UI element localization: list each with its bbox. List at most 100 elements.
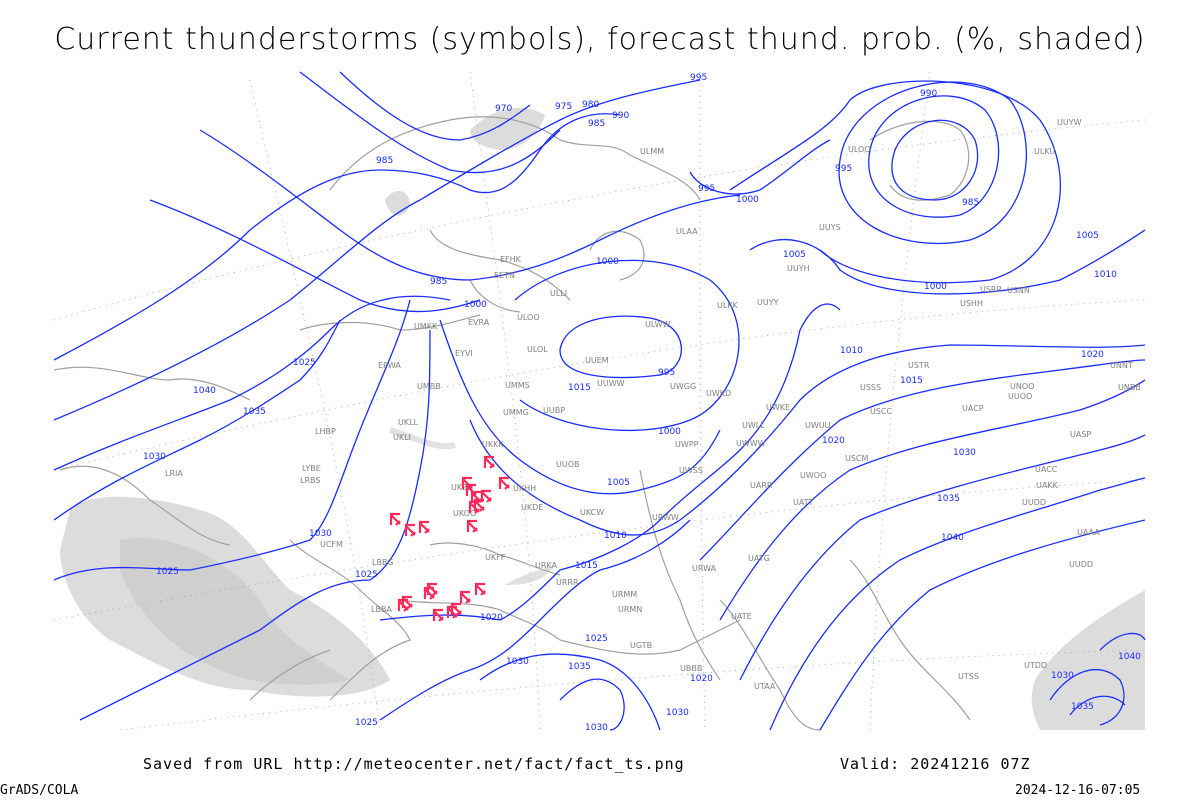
isobar-label: 1040 xyxy=(193,386,216,396)
isobar-label: 995 xyxy=(690,73,707,83)
isobar-label: 1040 xyxy=(941,533,964,543)
isobar-label: 1030 xyxy=(143,452,166,462)
station-label: UWUU xyxy=(805,421,831,430)
isobar-label: 1030 xyxy=(585,723,608,733)
station-label: UCFM xyxy=(320,540,343,549)
station-label: UATG xyxy=(748,554,770,563)
station-label: URMN xyxy=(618,605,642,614)
thunderstorm-symbols xyxy=(389,455,510,622)
isobar-label: 1040 xyxy=(1118,652,1141,662)
station-label: UKLL xyxy=(398,418,419,427)
station-label: UKOO xyxy=(453,509,476,518)
station-label: UNBB xyxy=(1118,383,1141,392)
thunderstorm-symbol-icon xyxy=(404,523,416,537)
station-label: USHH xyxy=(960,299,983,308)
isobar-label: 1035 xyxy=(568,662,591,672)
station-label: UUYS xyxy=(819,223,841,232)
isobar-label: 1015 xyxy=(900,376,923,386)
station-label: UWKE xyxy=(766,403,790,412)
isobar-label: 1000 xyxy=(924,282,947,292)
station-label: UMKK xyxy=(414,322,438,331)
station-label: LHBP xyxy=(315,427,336,436)
valid-time: Valid: 20241216 07Z xyxy=(840,755,1031,773)
station-label: UWWW xyxy=(736,439,766,448)
isobar-label: 985 xyxy=(376,156,393,166)
station-label: UKCW xyxy=(580,508,604,517)
isobar-labels: 970 975 980 985 990 995 985 995 1000 995 990 985 100… xyxy=(143,73,1141,733)
station-label: ULOL xyxy=(527,345,548,354)
isobar-label: 985 xyxy=(962,198,979,208)
isobar-label: 970 xyxy=(495,104,512,114)
station-label: LYBE xyxy=(302,464,321,473)
station-label: ULKK xyxy=(717,301,739,310)
thunderstorm-symbol-icon xyxy=(480,489,492,503)
isobar-label: 1000 xyxy=(596,257,619,267)
isobar-label: 990 xyxy=(920,89,937,99)
station-label: EETN xyxy=(494,271,515,280)
station-label: UNNT xyxy=(1110,361,1133,370)
isobar-label: 985 xyxy=(588,119,605,129)
station-label: USSS xyxy=(860,383,881,392)
station-labels: ULMM ULOO ULAA EFHK EETN ULLI EVRA ULOO ULOL UUEM… xyxy=(165,118,1141,691)
thunderstorm-symbol-icon xyxy=(459,590,471,604)
station-label: UUYH xyxy=(787,264,810,273)
isobar-label: 1020 xyxy=(1081,350,1104,360)
station-label: UUDD xyxy=(1022,498,1046,507)
thunderstorm-symbol-icon xyxy=(474,582,486,596)
isobar-label: 1000 xyxy=(464,300,487,310)
station-label: UUDD xyxy=(1069,560,1093,569)
isobar-label: 1035 xyxy=(937,494,960,504)
station-label: UAKK xyxy=(1036,481,1059,490)
isobar-label: 1010 xyxy=(604,531,627,541)
station-label: UWGG xyxy=(670,382,696,391)
isobar-label: 1025 xyxy=(355,718,378,728)
station-label: UUEM xyxy=(585,356,609,365)
station-label: UWLL xyxy=(742,421,765,430)
station-label: UATE xyxy=(731,612,752,621)
station-label: EYVI xyxy=(455,349,473,358)
station-label: EPWA xyxy=(378,361,401,370)
station-label: UMMS xyxy=(505,381,530,390)
station-label: UACC xyxy=(1035,465,1058,474)
station-label: UWKD xyxy=(706,389,731,398)
station-label: UUOO xyxy=(1008,392,1032,401)
thunderstorm-symbol-icon xyxy=(389,512,401,526)
station-label: USCC xyxy=(870,407,893,416)
isobar-label: 1005 xyxy=(1076,231,1099,241)
station-label: UBBB xyxy=(680,664,702,673)
station-label: UTDD xyxy=(1024,661,1047,670)
station-label: UNOO xyxy=(1010,382,1034,391)
station-label: UKKK xyxy=(482,440,504,449)
isobar-label: 1030 xyxy=(666,708,689,718)
generation-timestamp: 2024-12-16-07:05 xyxy=(1015,783,1141,798)
isobar-label: 1030 xyxy=(506,657,529,667)
station-label: UUWW xyxy=(597,379,625,388)
station-label: URKA xyxy=(535,561,558,570)
isobar-label: 1015 xyxy=(575,561,598,571)
station-label: USNN xyxy=(1007,286,1030,295)
station-label: UUBP xyxy=(543,406,565,415)
station-label: ULMM xyxy=(640,147,664,156)
station-label: URMM xyxy=(612,590,637,599)
station-label: UUYY xyxy=(757,298,779,307)
station-label: ULWW xyxy=(645,320,670,329)
isobar-label: 1030 xyxy=(1051,671,1074,681)
isobar-label: 1020 xyxy=(690,674,713,684)
isobar-label: 985 xyxy=(430,277,447,287)
station-label: UUYW xyxy=(1057,118,1082,127)
software-credit: GrADS/COLA xyxy=(0,783,79,798)
station-label: UKFF xyxy=(485,553,506,562)
isobar-label: 1025 xyxy=(355,570,378,580)
station-label: UASP xyxy=(1070,430,1091,439)
station-label: UTSS xyxy=(958,672,979,681)
station-label: UUOB xyxy=(556,460,580,469)
isobar-label: 1025 xyxy=(293,358,316,368)
isobar-label: 1020 xyxy=(480,613,503,623)
station-label: UAAA xyxy=(1077,528,1100,537)
station-label: URWW xyxy=(652,513,679,522)
station-label: LRBS xyxy=(300,476,320,485)
thunderstorm-symbol-icon xyxy=(473,498,485,512)
station-label: UMMG xyxy=(503,408,529,417)
station-label: UATT xyxy=(793,498,813,507)
